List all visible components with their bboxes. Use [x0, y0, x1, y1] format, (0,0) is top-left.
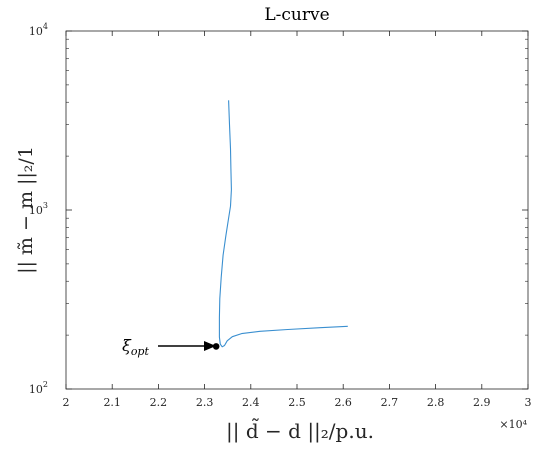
x-axis-multiplier: ×10⁴ — [499, 418, 527, 431]
plot-frame — [65, 30, 529, 390]
x-axis-ticks: 2 2.1 2.2 2.3 2.4 2.5 2.6 2.7 2.8 2.9 3 — [63, 31, 532, 409]
chart-title: L-curve — [264, 5, 329, 25]
x-tick-label: 2.6 — [334, 396, 352, 409]
y-tick-label: 104 — [29, 22, 48, 38]
x-tick-label: 2.3 — [196, 396, 214, 409]
x-axis-label: || d̃ − d ||₂/p.u. — [226, 417, 374, 444]
optimum-point — [212, 343, 220, 350]
y-tick-label-exponent: 2 — [43, 380, 48, 389]
x-tick-label: 2.5 — [288, 396, 306, 409]
x-tick-label: 3 — [525, 396, 532, 409]
y-tick-label-base: 10 — [29, 204, 43, 217]
y-tick-label: 103 — [29, 201, 48, 217]
x-tick-label: 2.7 — [381, 396, 399, 409]
y-tick-label: 102 — [29, 380, 48, 396]
annotation-opt-subscript: opt — [131, 345, 150, 358]
y-tick-label-base: 10 — [29, 25, 43, 38]
annotation-layer: ξopt — [122, 336, 216, 358]
y-tick-label-base: 10 — [29, 383, 43, 396]
series-layer — [212, 100, 348, 350]
x-tick-label: 2.2 — [150, 396, 168, 409]
annotation-arrowhead — [204, 341, 216, 351]
x-tick-label: 2 — [63, 396, 70, 409]
annotation-xi-opt: ξopt — [122, 336, 149, 358]
y-tick-label-exponent: 3 — [43, 201, 48, 210]
x-tick-label: 2.1 — [103, 396, 121, 409]
series-line — [218, 100, 348, 348]
x-tick-label: 2.8 — [427, 396, 445, 409]
y-tick-label-exponent: 4 — [43, 22, 48, 31]
annotation-xi: ξ — [122, 336, 132, 355]
x-tick-label: 2.9 — [473, 396, 491, 409]
x-tick-label: 2.4 — [242, 396, 260, 409]
y-axis-label: || m̃ − m ||₂/1 — [15, 146, 37, 274]
